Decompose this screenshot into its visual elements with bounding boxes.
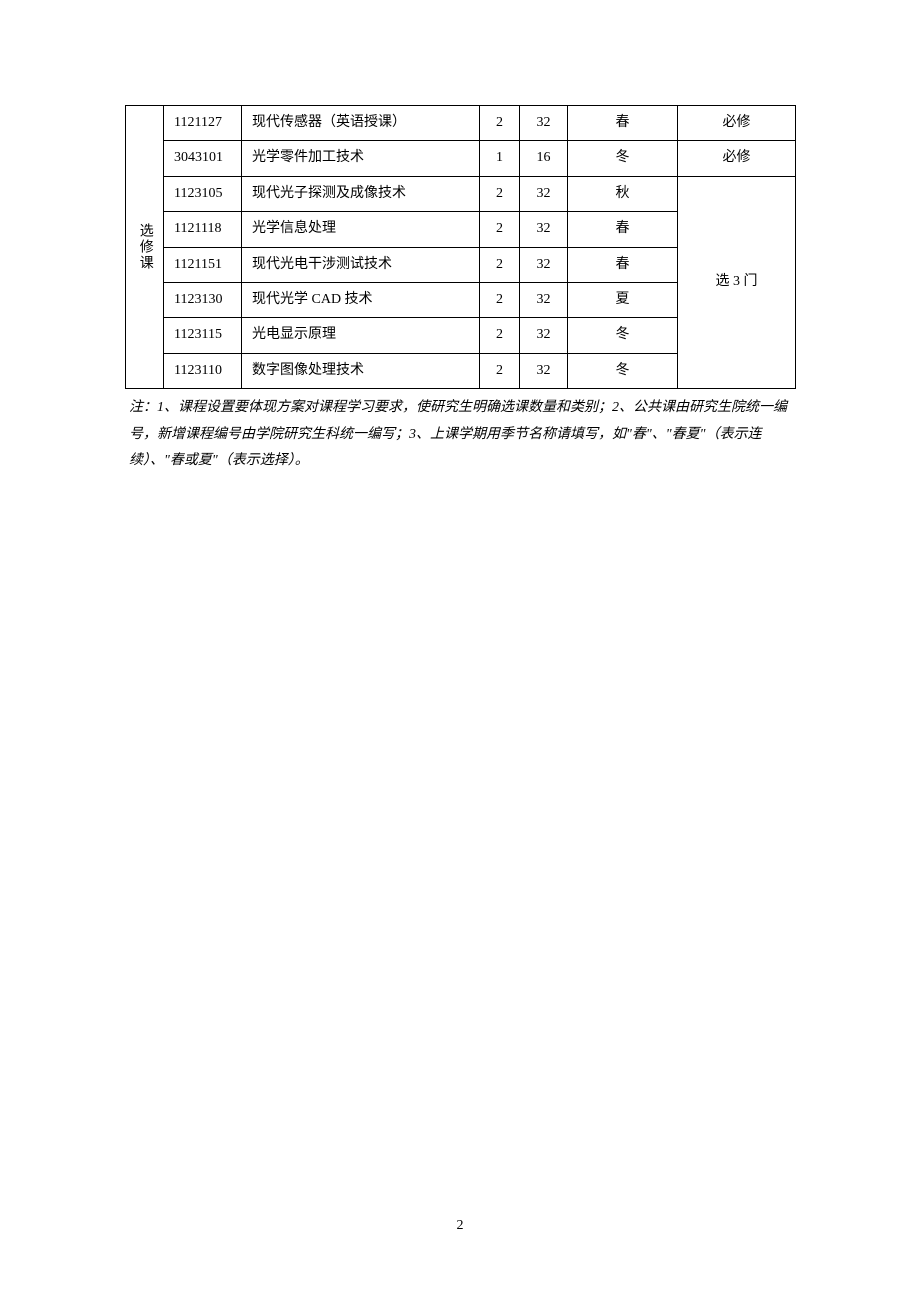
credit-cell: 2 [480, 106, 520, 141]
name-cell: 光电显示原理 [242, 318, 480, 353]
credit-cell: 2 [480, 247, 520, 282]
semester-cell: 冬 [568, 318, 678, 353]
hours-cell: 32 [520, 176, 568, 211]
hours-cell: 32 [520, 247, 568, 282]
hours-cell: 32 [520, 212, 568, 247]
semester-cell: 秋 [568, 176, 678, 211]
footnote: 注：1、课程设置要体现方案对课程学习要求，使研究生明确选课数量和类别；2、公共课… [125, 395, 795, 475]
semester-cell: 冬 [568, 141, 678, 176]
credit-cell: 2 [480, 282, 520, 317]
table-row: 选修课 1121127 现代传感器（英语授课） 2 32 春 必修 [126, 106, 796, 141]
table-row: 3043101 光学零件加工技术 1 16 冬 必修 [126, 141, 796, 176]
hours-cell: 32 [520, 318, 568, 353]
semester-cell: 春 [568, 212, 678, 247]
code-cell: 1123105 [164, 176, 242, 211]
semester-cell: 春 [568, 106, 678, 141]
semester-cell: 冬 [568, 353, 678, 388]
semester-cell: 夏 [568, 282, 678, 317]
semester-cell: 春 [568, 247, 678, 282]
code-cell: 3043101 [164, 141, 242, 176]
credit-cell: 1 [480, 141, 520, 176]
code-cell: 1123115 [164, 318, 242, 353]
name-cell: 数字图像处理技术 [242, 353, 480, 388]
credit-cell: 2 [480, 318, 520, 353]
code-cell: 1121151 [164, 247, 242, 282]
code-cell: 1121118 [164, 212, 242, 247]
name-cell: 光学信息处理 [242, 212, 480, 247]
name-cell: 现代传感器（英语授课） [242, 106, 480, 141]
category-cell: 选修课 [126, 106, 164, 389]
req-cell: 必修 [678, 141, 796, 176]
page-number: 2 [0, 1218, 920, 1234]
hours-cell: 32 [520, 353, 568, 388]
credit-cell: 2 [480, 176, 520, 211]
hours-cell: 16 [520, 141, 568, 176]
name-cell: 现代光学 CAD 技术 [242, 282, 480, 317]
course-table: 选修课 1121127 现代传感器（英语授课） 2 32 春 必修 304310… [125, 105, 796, 389]
code-cell: 1121127 [164, 106, 242, 141]
code-cell: 1123130 [164, 282, 242, 317]
req-cell: 必修 [678, 106, 796, 141]
name-cell: 现代光子探测及成像技术 [242, 176, 480, 211]
table-row: 1123105 现代光子探测及成像技术 2 32 秋 选 3 门 [126, 176, 796, 211]
credit-cell: 2 [480, 212, 520, 247]
code-cell: 1123110 [164, 353, 242, 388]
hours-cell: 32 [520, 106, 568, 141]
hours-cell: 32 [520, 282, 568, 317]
credit-cell: 2 [480, 353, 520, 388]
name-cell: 现代光电干涉测试技术 [242, 247, 480, 282]
name-cell: 光学零件加工技术 [242, 141, 480, 176]
group-req-cell: 选 3 门 [678, 176, 796, 388]
